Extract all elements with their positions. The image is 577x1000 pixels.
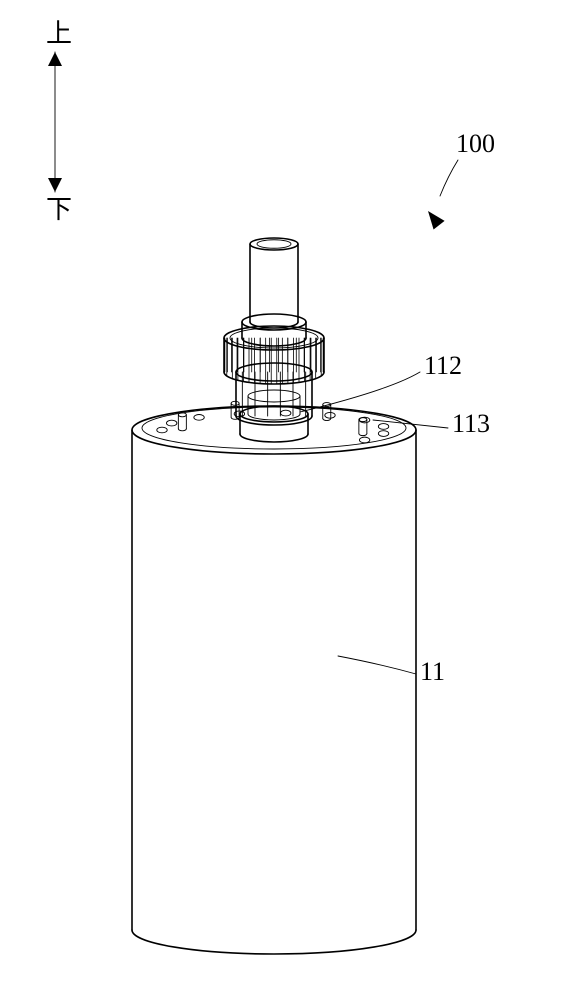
label-11: 11 bbox=[420, 657, 445, 686]
label-112: 112 bbox=[424, 351, 462, 380]
orientation-up-label: 上 bbox=[46, 19, 72, 48]
diagram-canvas: 上下 100 112 113 11 bbox=[0, 0, 577, 1000]
orientation-down-label: 下 bbox=[46, 195, 72, 224]
label-100: 100 bbox=[456, 129, 495, 158]
label-113: 113 bbox=[452, 409, 490, 438]
